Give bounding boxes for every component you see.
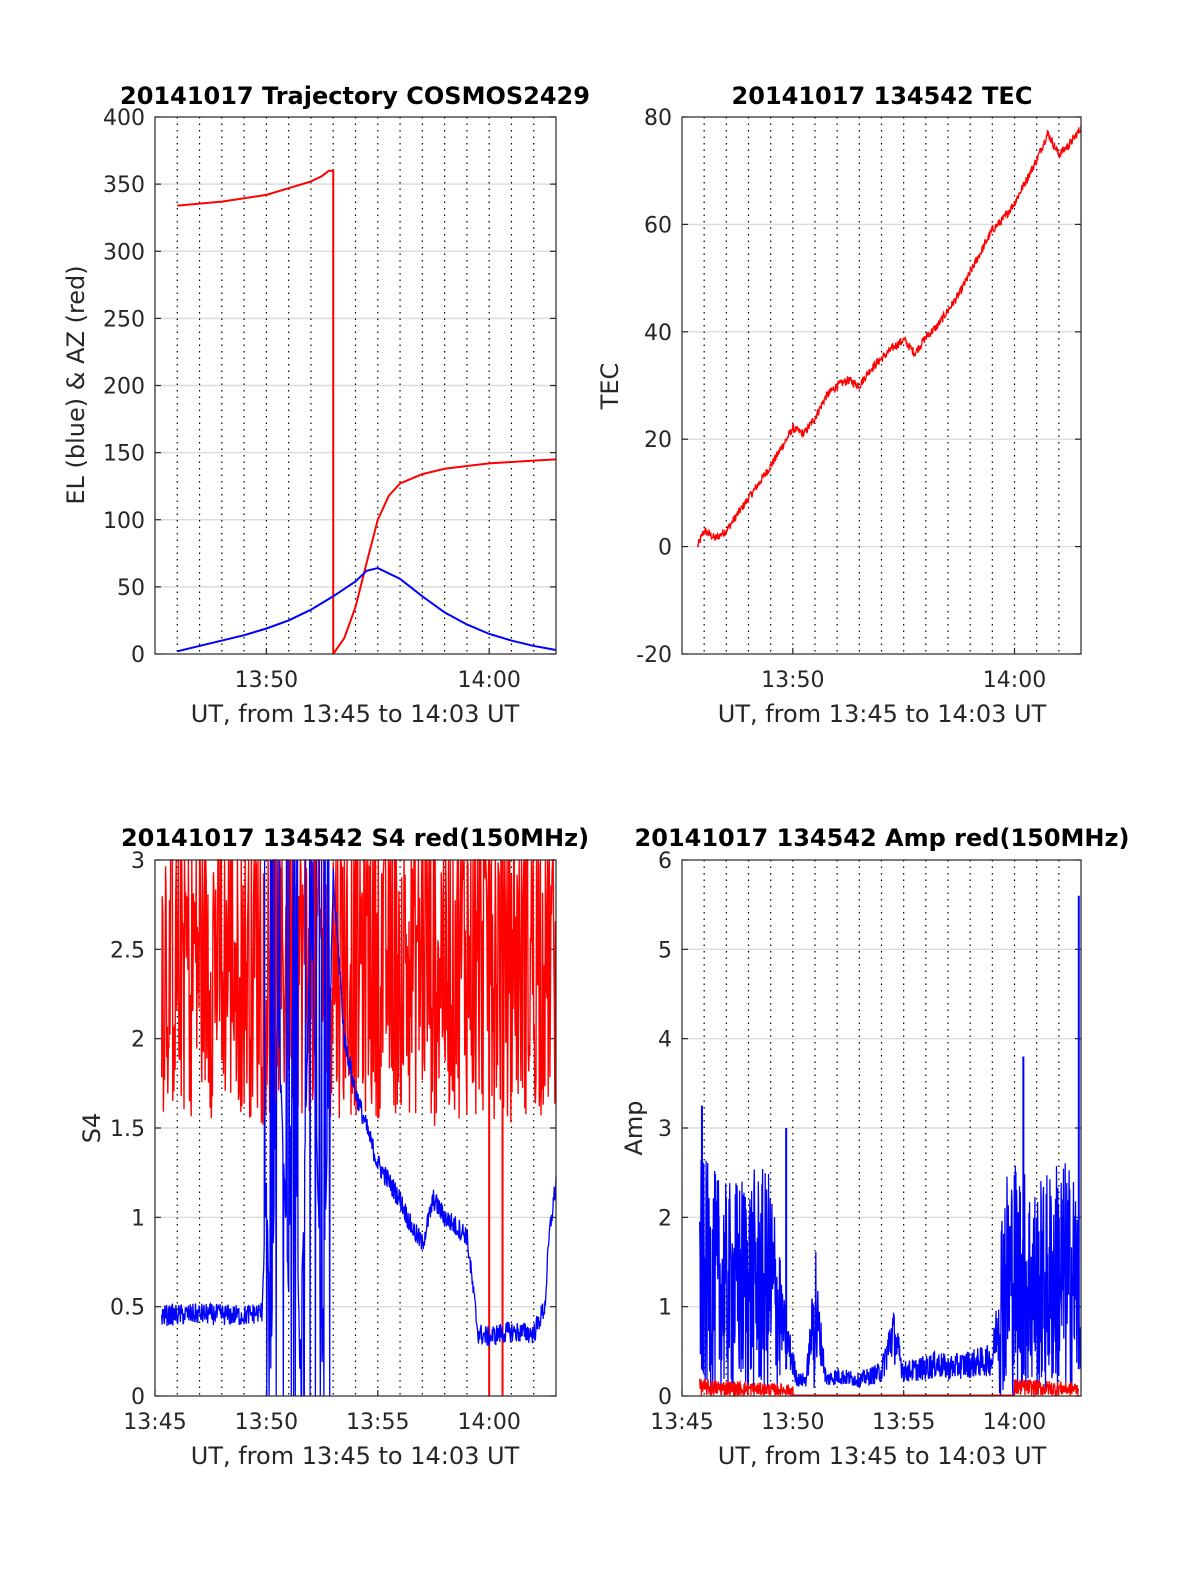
x-axis-label: UT, from 13:45 to 14:03 UT: [191, 1442, 520, 1470]
panel-trajectory: 20141017 Trajectory COSMOS2429 UT, from …: [62, 82, 590, 728]
y-tick-label: 6: [658, 849, 672, 874]
chart-title: 20141017 134542 S4 red(150MHz): [121, 824, 589, 852]
x-tick-label: 13:50: [235, 1410, 298, 1435]
y-tick-label: 40: [644, 321, 672, 346]
x-tick-label: 13:55: [872, 1410, 935, 1435]
plot-area: 0 0.5 1 1.5 2 2.5 3 13:45 13:50 13:55 14:00: [110, 849, 557, 1435]
y-tick-label: 4: [658, 1028, 672, 1053]
y-tick-label: 1.5: [110, 1117, 145, 1142]
y-tick-label: 0: [131, 643, 145, 668]
y-axis-label: EL (blue) & AZ (red): [62, 265, 90, 504]
x-tick-label: 13:55: [346, 1410, 409, 1435]
x-tick-label: 13:45: [650, 1410, 713, 1435]
chart-title: 20141017 Trajectory COSMOS2429: [120, 82, 590, 110]
y-tick-label: 400: [103, 106, 145, 131]
x-axis-label: UT, from 13:45 to 14:03 UT: [718, 1442, 1047, 1470]
y-tick-label: 300: [103, 240, 145, 265]
y-tick-label: 200: [103, 375, 145, 400]
y-tick-label: 350: [103, 173, 145, 198]
series-line: [177, 169, 334, 207]
x-axis-label: UT, from 13:45 to 14:03 UT: [191, 700, 520, 728]
panel-tec: 20141017 134542 TEC UT, from 13:45 to 14…: [596, 82, 1082, 728]
y-tick-label: 5: [658, 938, 672, 963]
y-tick-label: 1: [658, 1296, 672, 1321]
y-tick-label: 60: [644, 213, 672, 238]
chart-title: 20141017 134542 TEC: [732, 82, 1033, 110]
plot-area: 0 50 100 150 200 250 300 350 400 13:50 14:00: [103, 106, 557, 693]
plot-area: -20 0 20 40 60 80 13:50 14:00: [636, 106, 1082, 693]
y-tick-label: 80: [644, 106, 672, 131]
x-tick-label: 13:50: [761, 1410, 824, 1435]
y-tick-label: 2: [131, 1028, 145, 1053]
y-axis-label: Amp: [620, 1100, 648, 1155]
panel-amp: 20141017 134542 Amp red(150MHz) UT, from…: [620, 824, 1129, 1470]
y-tick-label: 50: [117, 576, 145, 601]
y-tick-label: 3: [131, 849, 145, 874]
y-tick-label: 3: [658, 1117, 672, 1142]
series-line: [699, 1378, 1080, 1398]
x-tick-label: 14:00: [983, 1410, 1046, 1435]
series-line: [160, 858, 557, 1126]
plot-frame: [681, 859, 1082, 1397]
y-tick-label: 2: [658, 1206, 672, 1231]
series-line: [177, 567, 557, 653]
plot-frame: [154, 116, 557, 655]
series-line: [161, 859, 557, 1397]
y-tick-label: 1: [131, 1206, 145, 1231]
panel-s4: 20141017 134542 S4 red(150MHz) UT, from …: [78, 824, 589, 1470]
series-line: [332, 458, 557, 655]
plot-area: 0 1 2 3 4 5 6 13:45 13:50 13:55 14:00: [650, 849, 1082, 1435]
x-tick-label: 13:45: [123, 1410, 186, 1435]
series-line: [699, 1159, 1082, 1396]
x-axis-label: UT, from 13:45 to 14:03 UT: [718, 700, 1047, 728]
series-line: [696, 125, 1082, 548]
x-tick-label: 13:50: [761, 668, 824, 693]
y-tick-label: 150: [103, 442, 145, 467]
x-tick-label: 14:00: [457, 668, 520, 693]
y-tick-label: 20: [644, 428, 672, 453]
chart-title: 20141017 134542 Amp red(150MHz): [635, 824, 1130, 852]
y-tick-label: -20: [636, 643, 672, 668]
y-tick-label: 0.5: [110, 1296, 145, 1321]
plot-frame: [154, 859, 557, 1397]
y-axis-label: TEC: [596, 363, 624, 411]
y-tick-label: 250: [103, 307, 145, 332]
plot-frame: [681, 116, 1082, 655]
y-tick-label: 2.5: [110, 938, 145, 963]
y-tick-label: 0: [658, 536, 672, 561]
y-tick-label: 100: [103, 509, 145, 534]
x-tick-label: 14:00: [457, 1410, 520, 1435]
x-tick-label: 14:00: [983, 668, 1046, 693]
y-tick-label: 0: [658, 1385, 672, 1410]
y-tick-label: 0: [131, 1385, 145, 1410]
x-tick-label: 13:50: [235, 668, 298, 693]
y-axis-label: S4: [78, 1113, 106, 1144]
